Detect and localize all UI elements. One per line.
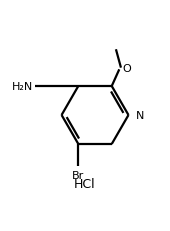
- Text: H₂N: H₂N: [12, 82, 33, 92]
- Text: Br: Br: [72, 170, 84, 180]
- Text: N: N: [136, 110, 144, 121]
- Text: HCl: HCl: [74, 177, 96, 190]
- Text: O: O: [122, 63, 131, 73]
